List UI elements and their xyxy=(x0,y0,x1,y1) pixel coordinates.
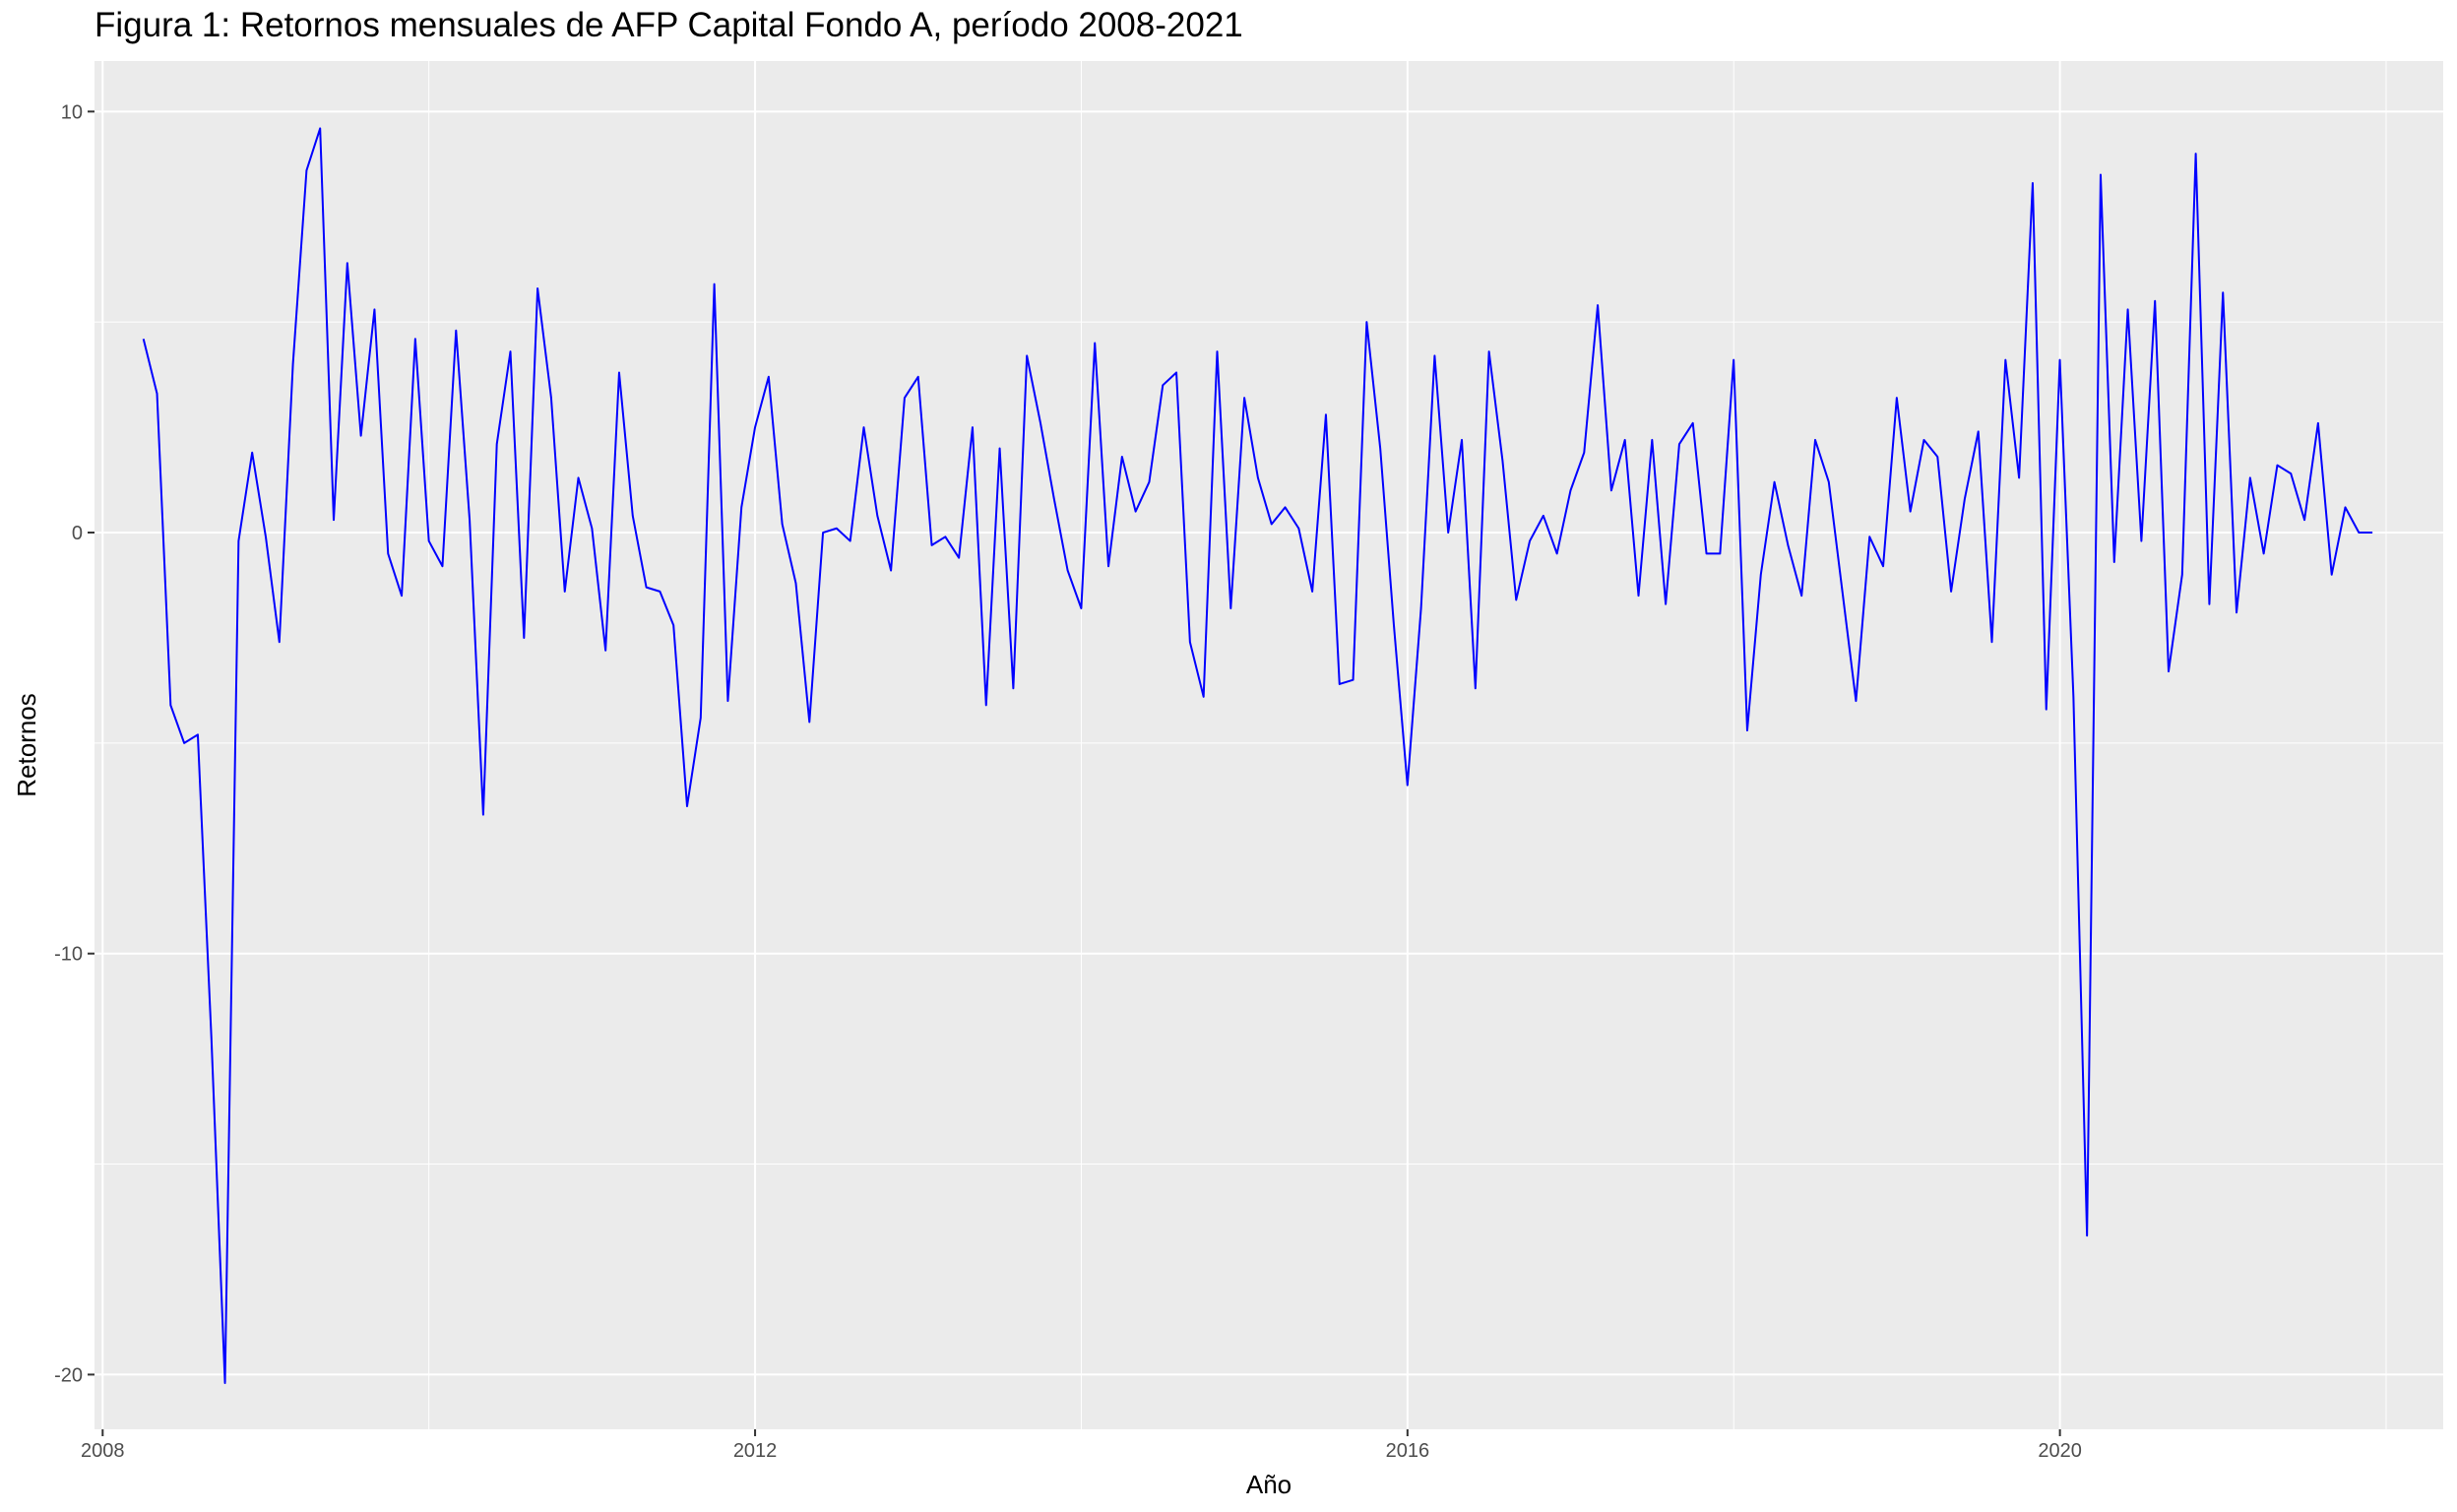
chart-title: Figura 1: Retornos mensuales de AFP Capi… xyxy=(94,6,1243,44)
x-tick-label: 2008 xyxy=(81,1440,125,1462)
x-axis: 2008 2012 2016 2020 xyxy=(81,1429,2082,1462)
x-axis-title: Año xyxy=(1246,1470,1292,1499)
y-tick-label: 10 xyxy=(61,101,83,123)
y-axis: -20 -10 0 10 xyxy=(54,101,94,1386)
plot-panel xyxy=(94,61,2443,1429)
y-tick-label: -20 xyxy=(54,1364,83,1386)
x-tick-label: 2012 xyxy=(733,1440,778,1462)
y-tick-label: -10 xyxy=(54,944,83,966)
minor-gridlines xyxy=(94,61,2443,1429)
major-gridlines xyxy=(94,61,2443,1429)
x-tick-label: 2016 xyxy=(1386,1440,1430,1462)
x-tick-label: 2020 xyxy=(2038,1440,2082,1462)
y-axis-title: Retornos xyxy=(12,693,41,797)
series-line-returns xyxy=(142,127,2373,1384)
y-tick-label: 0 xyxy=(72,523,83,544)
